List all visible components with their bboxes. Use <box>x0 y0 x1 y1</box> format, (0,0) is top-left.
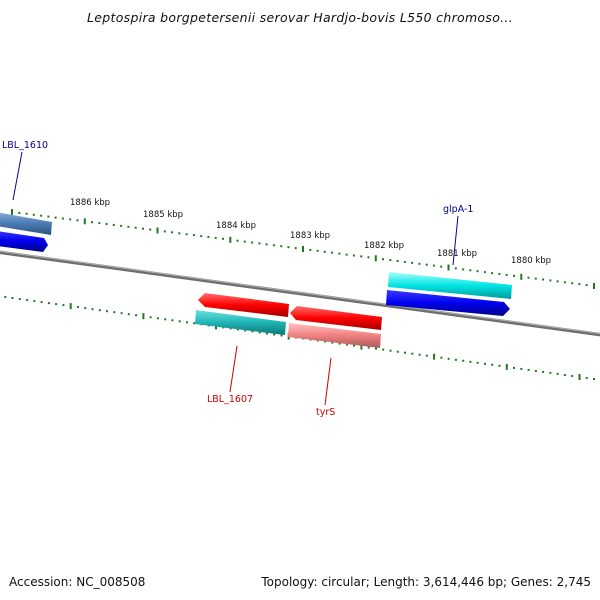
leader-glpa-1 <box>452 215 459 266</box>
accession-text: Accession: NC_008508 <box>9 575 146 589</box>
tick-label-1880: 1880 kbp <box>511 256 551 266</box>
feature-label-tyrs: tyrS <box>316 407 335 418</box>
feature-label-lbl-1610: LBL_1610 <box>2 140 48 151</box>
feature-red-arrow-left[interactable] <box>198 293 289 317</box>
feature-forward-blue-right[interactable] <box>386 290 510 316</box>
leader-lbl-1607 <box>229 345 238 393</box>
feature-glpa-1[interactable] <box>388 272 512 299</box>
outer-tick-row <box>11 209 595 289</box>
map-title: Leptospira borgpetersenii serovar Hardjo… <box>87 10 513 25</box>
feature-label-glpa-1: glpA-1 <box>443 204 473 215</box>
feature-forward-blue-left[interactable] <box>0 230 48 252</box>
tick-label-1883: 1883 kbp <box>290 231 330 241</box>
feature-lbl-1610[interactable] <box>0 211 52 235</box>
feature-red-arrow-right[interactable] <box>290 306 382 330</box>
feature-label-lbl-1607: LBL_1607 <box>207 394 253 405</box>
tick-label-1881: 1881 kbp <box>437 249 477 259</box>
feature-lbl-1607[interactable] <box>195 310 286 335</box>
chromosome-backbone <box>0 250 600 337</box>
tick-label-1885: 1885 kbp <box>143 210 183 220</box>
tick-label-1882: 1882 kbp <box>364 241 404 251</box>
feature-tyrs[interactable] <box>288 323 381 348</box>
leader-lbl-1610 <box>12 151 23 201</box>
topology-summary: Topology: circular; Length: 3,614,446 bp… <box>261 575 591 589</box>
leader-tyrs <box>324 357 332 406</box>
tick-label-1884: 1884 kbp <box>216 221 256 231</box>
tick-label-1886: 1886 kbp <box>70 198 110 208</box>
